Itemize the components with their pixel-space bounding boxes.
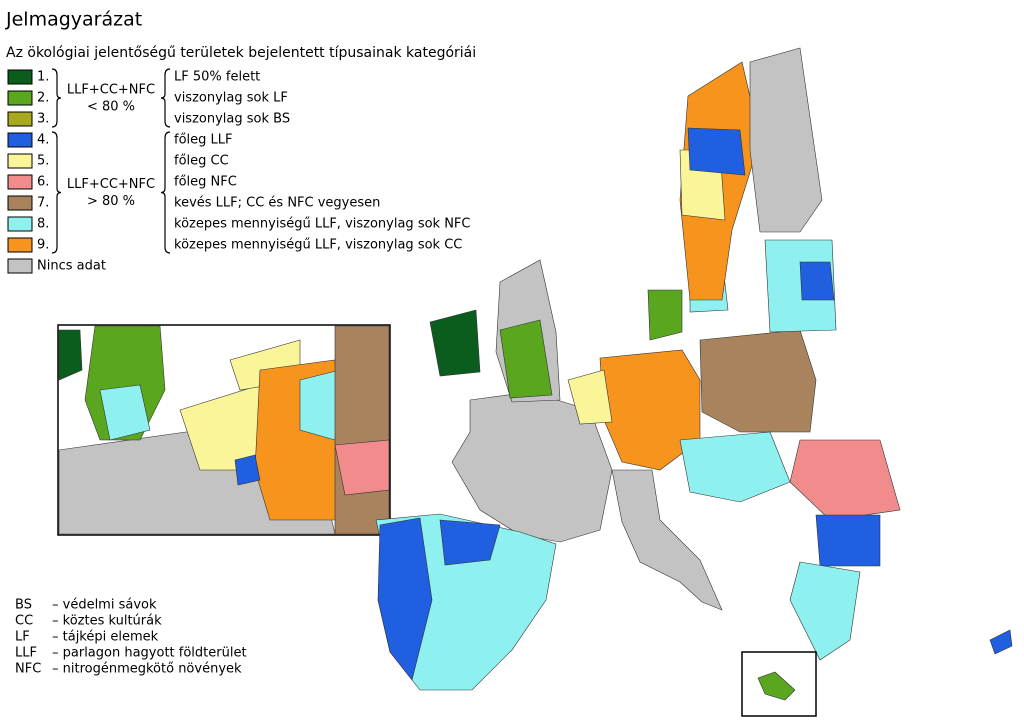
legend-description: LF 50% felett: [174, 70, 260, 85]
brace: [51, 131, 62, 254]
legend-description: főleg CC: [174, 154, 229, 169]
map-region: [789, 439, 901, 521]
abbreviation: NFC: [15, 662, 41, 677]
legend-description: főleg LLF: [174, 133, 233, 148]
map-region: [58, 329, 83, 381]
abbreviation-text: – nitrogénmegkötő növények: [52, 662, 242, 677]
legend-label: 4.: [37, 133, 49, 148]
map-region: [611, 469, 723, 611]
legend-swatch: [7, 174, 33, 190]
legend-label: 9.: [37, 238, 49, 253]
abbreviation: CC: [15, 614, 33, 629]
legend-description: viszonylag sok LF: [174, 91, 288, 106]
map-region: [799, 261, 835, 301]
map-region: [789, 561, 861, 661]
map-region: [334, 439, 390, 496]
legend-description: kevés LLF; CC és NFC vegyesen: [174, 196, 380, 211]
brace: [160, 68, 171, 128]
legend-description: közepes mennyiségű LLF, viszonylag sok N…: [174, 217, 470, 232]
map-region: [334, 325, 390, 535]
legend-swatch: [7, 216, 33, 232]
map-region: [99, 384, 151, 441]
legend-swatch: [7, 258, 33, 274]
legend-swatch: [7, 195, 33, 211]
legend-description: főleg NFC: [174, 175, 237, 190]
legend-title: Jelmagyarázat: [5, 9, 142, 31]
map-region: [234, 454, 261, 486]
legend-swatch: [7, 111, 33, 127]
legend-subtitle: Az ökológiai jelentőségű területek bejel…: [6, 45, 476, 61]
legend-swatch: [7, 237, 33, 253]
abbreviation: LLF: [15, 646, 37, 661]
map-region: [499, 319, 553, 399]
inset-map: [57, 324, 391, 536]
abbreviation-text: – védelmi sávok: [52, 598, 157, 613]
map-region: [599, 349, 701, 471]
group-label: < 80 %: [87, 100, 135, 115]
abbreviation-text: – parlagon hagyott földterület: [52, 646, 247, 661]
main-map: [375, 47, 1013, 717]
map-region: [647, 289, 683, 341]
map-region: [687, 127, 746, 176]
abbreviation-text: – köztes kultúrák: [52, 614, 162, 629]
map-region: [749, 47, 823, 233]
map-region: [989, 629, 1013, 655]
abbreviation: LF: [15, 630, 30, 645]
map-region: [429, 309, 481, 377]
legend-swatch: [7, 69, 33, 85]
legend-swatch: [7, 90, 33, 106]
group-label: LLF+CC+NFC: [67, 177, 155, 192]
map-region: [699, 329, 817, 433]
map-region: [439, 519, 501, 566]
legend-description: közepes mennyiségű LLF, viszonylag sok C…: [174, 238, 462, 253]
legend-label: 3.: [37, 112, 49, 127]
legend-description: viszonylag sok BS: [174, 112, 290, 127]
abbreviation-text: – tájképi elemek: [52, 630, 159, 645]
map-region: [377, 517, 433, 681]
map-region: [567, 369, 613, 425]
group-label: > 80 %: [87, 194, 135, 209]
brace: [160, 131, 171, 254]
abbreviation: BS: [15, 598, 32, 613]
legend-label: 7.: [37, 196, 49, 211]
legend-label: 8.: [37, 217, 49, 232]
legend-label: Nincs adat: [37, 259, 106, 274]
legend-swatch: [7, 132, 33, 148]
map-region: [299, 369, 341, 441]
brace: [51, 68, 62, 128]
map-region: [679, 431, 791, 503]
map-region: [451, 391, 613, 543]
legend-label: 6.: [37, 175, 49, 190]
group-label: LLF+CC+NFC: [67, 83, 155, 98]
legend-label: 1.: [37, 70, 49, 85]
legend-swatch: [7, 153, 33, 169]
map-region: [815, 514, 881, 567]
legend-label: 2.: [37, 91, 49, 106]
legend-label: 5.: [37, 154, 49, 169]
map-region: [757, 671, 796, 701]
